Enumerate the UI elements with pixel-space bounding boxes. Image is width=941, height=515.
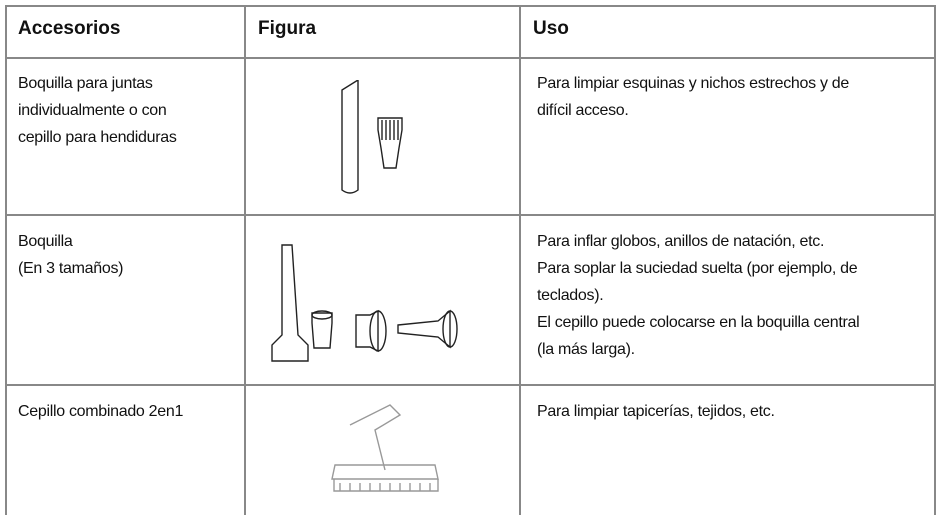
crevice-nozzle-figure [341,80,403,194]
use: Para limpiar esquinas y nichos estrechos… [537,70,849,124]
border [5,5,7,515]
header-cell: Uso [533,18,569,39]
use-line: Para limpiar tapicerías, tejidos, etc. [537,403,775,420]
use-line: El cepillo puede colocarse en la boquill… [537,314,860,331]
use: Para limpiar tapicerías, tejidos, etc. [537,398,775,425]
border [5,384,936,386]
accessory: Cepillo combinado 2en1 [18,398,183,425]
accessory-line: Boquilla [18,233,73,250]
nozzles-figure [271,244,458,362]
accessory-line: Cepillo combinado 2en1 [18,403,184,420]
combo-brush-figure [331,404,439,492]
accessory-line: individualmente o con [18,102,167,119]
header-cell: Figura [258,18,317,39]
border [5,57,936,59]
use-line: Para limpiar esquinas y nichos estrechos… [537,75,849,92]
use-line: Para soplar la suciedad suelta (por ejem… [537,260,858,277]
border [934,5,936,515]
border [519,5,521,515]
accessory-line: cepillo para hendiduras [18,129,177,146]
use-line: teclados). [537,287,604,304]
use-line: difícil acceso. [537,102,629,119]
border [5,5,936,7]
border [244,5,246,515]
use-line: (la más larga). [537,341,635,358]
accessory: Boquilla para juntas individualmente o co… [18,70,177,151]
accessory-line: Boquilla para juntas [18,75,153,92]
accessory: Boquilla (En 3 tamaños) [18,228,123,282]
accessory-line: (En 3 tamaños) [18,260,124,277]
use-line: Para inflar globos, anillos de natación,… [537,233,825,250]
border [5,214,936,216]
header-cell: Accesorios [18,18,121,39]
use: Para inflar globos, anillos de natación,… [537,228,860,363]
